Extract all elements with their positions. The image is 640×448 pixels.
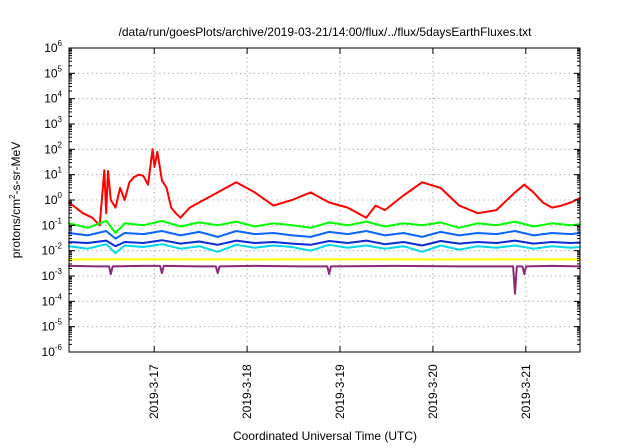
- y-tick-label-base: 10: [44, 117, 58, 131]
- y-tick-label-base: 10: [42, 218, 56, 232]
- y-tick-label-exp: -1: [55, 216, 63, 225]
- y-tick-label-base: 10: [42, 294, 56, 308]
- y-tick-label-exp: 3: [58, 115, 63, 124]
- series-line-4: [68, 230, 581, 240]
- series-line-7: [68, 264, 581, 295]
- grid-lines: [69, 48, 580, 352]
- y-tick-label-base: 10: [42, 320, 56, 334]
- series-line-3: [68, 243, 581, 255]
- data-series: [68, 148, 581, 295]
- series-line-2: [68, 219, 581, 234]
- series-line-5: [68, 239, 581, 248]
- x-tick-label: 2019-3-21: [519, 364, 533, 419]
- y-tick-label-exp: -5: [55, 318, 63, 327]
- series-line-1: [68, 148, 581, 227]
- y-tick-labels: 10-610-510-410-310-210-11001011021031041…: [42, 39, 63, 359]
- y-tick-label-exp: 6: [58, 39, 63, 48]
- y-tick-label: 106: [44, 39, 62, 55]
- x-tick-labels: 2019-3-17 2019-3-18 2019-3-19 2019-3-20 2019…: [147, 364, 533, 419]
- y-tick-label: 102: [44, 140, 62, 156]
- y-axis-title-base: protons/cm: [9, 199, 23, 258]
- y-tick-label: 10-4: [42, 292, 63, 308]
- y-tick-label: 101: [44, 166, 62, 182]
- x-axis-title: Coordinated Universal Time (UTC): [233, 429, 417, 443]
- y-tick-label: 10-3: [42, 267, 63, 283]
- x-tick-label: 2019-3-17: [147, 364, 161, 419]
- y-tick-label-exp: 4: [58, 90, 63, 99]
- y-tick-label-exp: 1: [58, 166, 63, 175]
- y-tick-label-exp: 5: [58, 64, 63, 73]
- y-tick-label-base: 10: [44, 142, 58, 156]
- y-tick-label-base: 10: [42, 244, 56, 258]
- y-tick-label: 100: [44, 191, 62, 207]
- y-tick-label: 103: [44, 115, 62, 131]
- x-tick-label: 2019-3-19: [333, 364, 347, 419]
- x-tick-label: 2019-3-20: [426, 364, 440, 419]
- y-tick-label-exp: 2: [58, 140, 63, 149]
- y-tick-label-base: 10: [44, 92, 58, 106]
- chart-title: /data/run/goesPlots/archive/2019-03-21/1…: [119, 25, 533, 39]
- y-tick-label: 10-6: [42, 343, 63, 359]
- y-tick-label-exp: -2: [55, 242, 63, 251]
- y-tick-label: 104: [44, 90, 62, 106]
- x-tick-label: 2019-3-18: [240, 364, 254, 419]
- y-tick-label: 10-2: [42, 242, 63, 258]
- y-tick-label-base: 10: [44, 66, 58, 80]
- y-tick-label-base: 10: [42, 269, 56, 283]
- y-tick-label-exp: -3: [55, 267, 63, 276]
- y-tick-label-base: 10: [42, 345, 56, 359]
- y-tick-label-base: 10: [44, 193, 58, 207]
- y-tick-label-exp: -6: [55, 343, 63, 352]
- y-tick-label: 105: [44, 64, 62, 80]
- y-axis-title-rest: -s-sr-MeV: [9, 142, 23, 195]
- y-tick-label: 10-5: [42, 318, 63, 334]
- axis-ticks: [69, 47, 580, 353]
- y-tick-label-exp: 0: [58, 191, 63, 200]
- y-tick-label: 10-1: [42, 216, 63, 232]
- y-axis-title: protons/cm2-s-sr-MeV: [8, 142, 23, 258]
- y-tick-label-base: 10: [44, 41, 58, 55]
- y-axis-title-sup: 2: [8, 194, 17, 199]
- y-tick-label-base: 10: [44, 168, 58, 182]
- y-tick-label-exp: -4: [55, 292, 63, 301]
